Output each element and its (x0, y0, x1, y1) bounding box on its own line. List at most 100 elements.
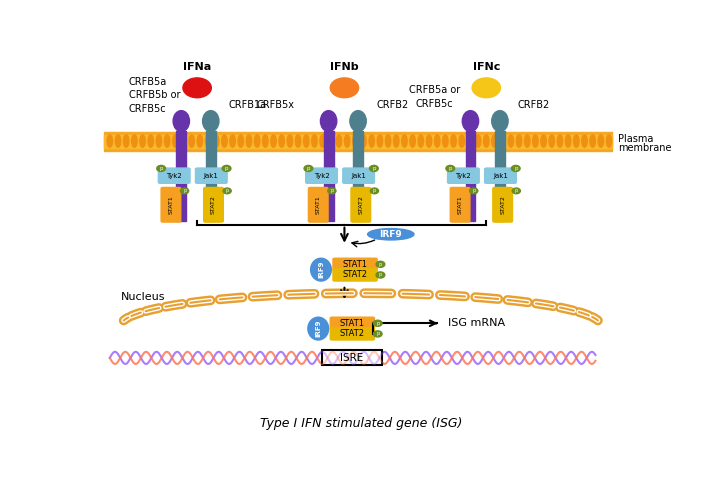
FancyBboxPatch shape (343, 168, 375, 183)
Ellipse shape (598, 135, 603, 147)
FancyBboxPatch shape (351, 187, 370, 222)
Text: Nucleus: Nucleus (121, 292, 165, 302)
Ellipse shape (246, 135, 252, 147)
Ellipse shape (180, 188, 189, 194)
Ellipse shape (172, 135, 178, 147)
Text: STAT2: STAT2 (358, 195, 363, 214)
Bar (353, 187, 363, 221)
FancyBboxPatch shape (448, 168, 479, 183)
Ellipse shape (173, 111, 189, 131)
Ellipse shape (350, 111, 366, 131)
Ellipse shape (470, 188, 478, 194)
Ellipse shape (328, 135, 334, 147)
Ellipse shape (590, 135, 596, 147)
Text: ISRE: ISRE (341, 353, 364, 363)
Ellipse shape (254, 135, 260, 147)
Bar (206, 187, 215, 221)
Ellipse shape (376, 261, 385, 267)
Ellipse shape (451, 135, 456, 147)
Ellipse shape (337, 135, 341, 147)
Text: IFNa: IFNa (183, 62, 211, 72)
Ellipse shape (524, 135, 530, 147)
Ellipse shape (303, 135, 309, 147)
Text: p: p (373, 188, 376, 193)
Ellipse shape (132, 135, 137, 147)
Text: IFNc: IFNc (472, 62, 500, 72)
Ellipse shape (582, 135, 587, 147)
Text: Tyk2: Tyk2 (314, 173, 329, 179)
Ellipse shape (410, 135, 415, 147)
FancyBboxPatch shape (330, 328, 375, 340)
Text: STAT2: STAT2 (500, 195, 505, 214)
Text: Tyk2: Tyk2 (166, 173, 182, 179)
Ellipse shape (385, 135, 391, 147)
Ellipse shape (157, 165, 165, 171)
Ellipse shape (516, 135, 522, 147)
Text: IFNb: IFNb (330, 62, 359, 72)
Text: p: p (225, 166, 228, 171)
FancyBboxPatch shape (484, 168, 516, 183)
Text: p: p (159, 166, 163, 171)
Text: IRF9: IRF9 (379, 230, 402, 239)
Ellipse shape (271, 135, 276, 147)
Text: membrane: membrane (618, 143, 672, 153)
Ellipse shape (353, 135, 358, 147)
Ellipse shape (279, 135, 284, 147)
Ellipse shape (156, 135, 162, 147)
Ellipse shape (115, 135, 121, 147)
Ellipse shape (181, 135, 187, 147)
Text: p: p (376, 331, 379, 336)
Ellipse shape (361, 135, 366, 147)
Text: p: p (472, 188, 475, 193)
Text: p: p (379, 273, 382, 278)
Bar (322, 350, 382, 366)
Ellipse shape (426, 135, 432, 147)
Ellipse shape (107, 135, 113, 147)
Text: Jak1: Jak1 (351, 173, 366, 179)
Ellipse shape (475, 135, 481, 147)
Text: p: p (514, 166, 517, 171)
Text: CRFB5b or: CRFB5b or (129, 90, 180, 100)
Text: STAT2: STAT2 (211, 195, 216, 214)
Ellipse shape (402, 135, 407, 147)
Ellipse shape (467, 135, 472, 147)
Bar (324, 187, 334, 221)
Ellipse shape (344, 135, 350, 147)
Ellipse shape (574, 135, 579, 147)
Text: Jak1: Jak1 (204, 173, 219, 179)
Bar (495, 187, 505, 221)
Ellipse shape (533, 135, 538, 147)
Ellipse shape (330, 78, 358, 98)
Ellipse shape (511, 165, 520, 171)
Ellipse shape (370, 165, 378, 171)
Text: STAT2: STAT2 (342, 270, 367, 280)
Text: CRFB2: CRFB2 (518, 100, 551, 110)
Ellipse shape (213, 135, 219, 147)
Ellipse shape (443, 135, 448, 147)
Ellipse shape (320, 111, 337, 131)
Bar (206, 131, 215, 189)
FancyBboxPatch shape (451, 187, 470, 222)
FancyBboxPatch shape (333, 269, 377, 281)
FancyBboxPatch shape (158, 168, 190, 183)
Bar (104, 134, 612, 148)
Ellipse shape (328, 188, 336, 194)
Bar (104, 131, 612, 151)
Ellipse shape (541, 135, 546, 147)
Ellipse shape (203, 111, 219, 131)
Ellipse shape (508, 135, 514, 147)
Ellipse shape (148, 135, 153, 147)
Ellipse shape (367, 229, 414, 240)
Ellipse shape (223, 188, 231, 194)
Text: p: p (183, 188, 186, 193)
Ellipse shape (463, 111, 479, 131)
Ellipse shape (418, 135, 424, 147)
Ellipse shape (222, 135, 227, 147)
Ellipse shape (189, 135, 194, 147)
Text: STAT1: STAT1 (339, 319, 365, 328)
Text: p: p (376, 321, 379, 326)
FancyBboxPatch shape (493, 187, 513, 222)
Ellipse shape (304, 165, 313, 171)
Text: p: p (448, 166, 452, 171)
Text: p: p (225, 188, 229, 193)
